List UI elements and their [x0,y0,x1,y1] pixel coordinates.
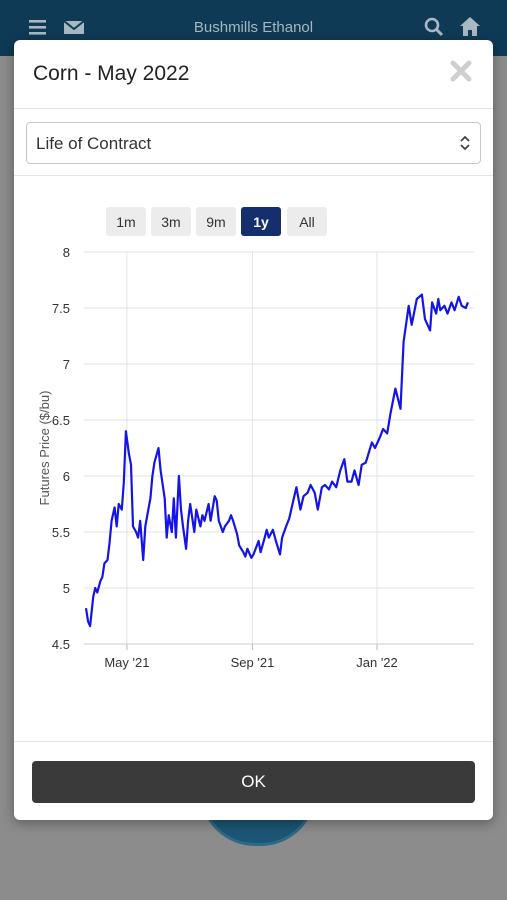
x-tick-label: Jan '22 [356,655,398,670]
mail-icon[interactable] [61,14,87,40]
select-value: Life of Contract [36,134,152,153]
x-tick-label: May '21 [104,655,149,670]
ok-button[interactable]: OK [32,761,475,803]
y-tick-label: 7 [63,357,70,372]
range-button-3m[interactable]: 3m [151,207,191,236]
y-tick-label: 5.5 [52,525,70,540]
close-icon[interactable] [447,57,475,85]
price-series-line [84,293,469,628]
search-icon[interactable] [421,14,447,40]
y-tick-label: 4.5 [52,637,70,652]
range-button-1y[interactable]: 1y [241,207,281,236]
range-button-1m[interactable]: 1m [106,207,146,236]
contract-range-row: Life of Contract [14,109,493,176]
y-tick-label: 6.5 [52,413,70,428]
range-button-9m[interactable]: 9m [196,207,236,236]
chart-modal: Corn - May 2022 Life of Contract 1m 3m 9… [14,40,493,820]
price-chart: 4.5 5 5.5 6 6.5 7 7.5 8 May '21 Sep '21 Jan '22 Fut… [37,245,474,670]
menu-icon[interactable] [25,14,51,40]
app-title: Bushmills Ethanol [193,19,314,36]
y-tick-label: 7.5 [52,301,70,316]
contract-range-select[interactable]: Life of Contract [26,122,481,164]
home-icon[interactable] [457,14,483,40]
modal-footer: OK [14,741,493,820]
y-tick-label: 5 [63,581,70,596]
y-tick-label: 8 [63,245,70,260]
modal-header: Corn - May 2022 [14,40,493,109]
modal-title: Corn - May 2022 [33,62,190,85]
y-axis-label: Futures Price ($/bu) [37,391,52,506]
range-button-all[interactable]: All [287,207,327,236]
y-tick-label: 6 [63,469,70,484]
x-tick-label: Sep '21 [231,655,275,670]
chevron-updown-icon [460,135,470,151]
